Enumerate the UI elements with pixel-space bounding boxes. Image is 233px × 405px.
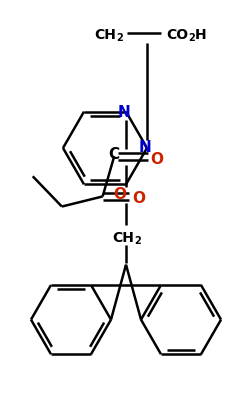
Text: CH: CH [94,28,116,42]
Text: O: O [150,151,163,166]
Text: CO: CO [166,28,188,42]
Text: CH: CH [112,230,134,245]
Text: O: O [113,187,127,202]
Text: N: N [118,105,130,120]
Text: 2: 2 [117,33,123,43]
Text: C: C [108,147,119,162]
Text: 2: 2 [188,33,195,43]
Text: 2: 2 [134,236,141,245]
Text: H: H [195,28,207,42]
Text: N: N [139,139,151,154]
Text: O: O [133,192,146,207]
